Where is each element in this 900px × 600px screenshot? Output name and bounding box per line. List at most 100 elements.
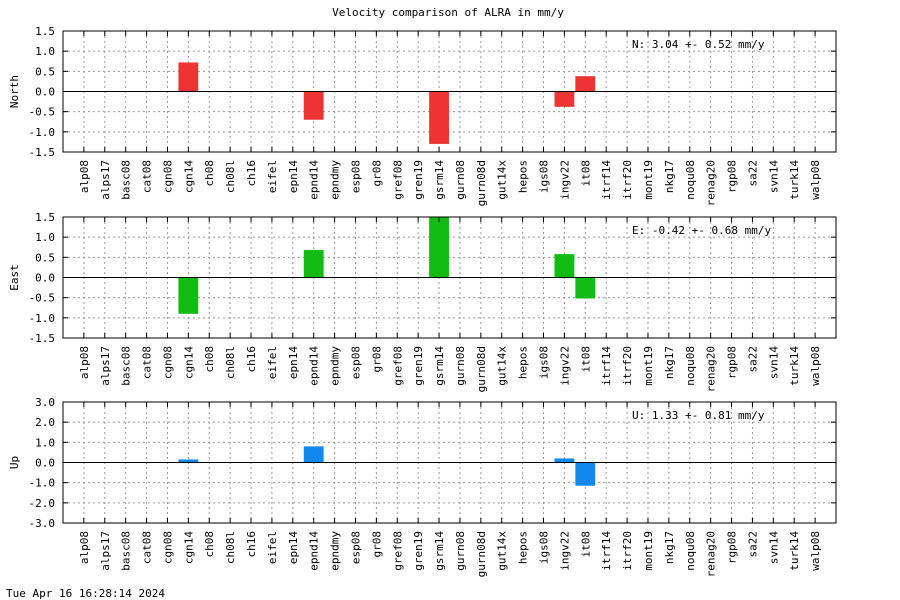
x-tick-label: gurn08: [454, 531, 467, 571]
x-tick-label: cat08: [141, 531, 154, 564]
y-tick-label: -2.0: [29, 497, 56, 510]
x-tick-label: svn14: [767, 531, 780, 564]
stats-annotation: N: 3.04 +- 0.52 mm/y: [632, 38, 765, 51]
x-tick-label: epndmy: [329, 346, 342, 386]
y-tick-label: 1.5: [35, 211, 55, 224]
y-tick-label: 3.0: [35, 396, 55, 409]
x-tick-label: sa22: [746, 346, 759, 373]
x-tick-label: ch08l: [224, 346, 237, 379]
x-tick-label: gurn08: [454, 346, 467, 386]
x-tick-label: alps17: [99, 346, 112, 386]
x-tick-label: alp08: [78, 531, 91, 564]
x-tick-label: nkg17: [663, 160, 676, 193]
x-tick-label: gren19: [412, 160, 425, 200]
x-tick-label: cgn08: [161, 346, 174, 379]
y-tick-label: -1.0: [29, 312, 56, 325]
x-tick-label: gsrm14: [433, 531, 446, 571]
x-tick-label: ch08: [203, 531, 216, 558]
x-tick-label: svn14: [767, 160, 780, 193]
x-tick-label: alp08: [78, 160, 91, 193]
x-tick-label: cat08: [141, 160, 154, 193]
x-tick-label: gren19: [412, 346, 425, 386]
x-tick-label: gref08: [391, 346, 404, 386]
x-tick-label: epn14: [287, 531, 300, 564]
stats-annotation: E: -0.42 +- 0.68 mm/y: [632, 224, 771, 237]
x-tick-label: renag20: [705, 160, 718, 206]
x-tick-label: sa22: [746, 160, 759, 187]
x-tick-label: cgn14: [182, 346, 195, 379]
x-tick-label: gut14x: [496, 160, 509, 200]
x-tick-label: mont19: [642, 160, 655, 200]
x-tick-label: epnd14: [308, 160, 321, 200]
x-tick-label: it08: [579, 531, 592, 558]
x-tick-label: basc08: [120, 160, 133, 200]
x-tick-label: noqu08: [684, 160, 697, 200]
x-tick-label: eifel: [266, 346, 279, 379]
x-tick-label: walp08: [809, 531, 822, 571]
chart-title: Velocity comparison of ALRA in mm/y: [332, 6, 564, 19]
y-tick-label: 0.5: [35, 65, 55, 78]
x-tick-label: itrf14: [600, 160, 613, 200]
x-tick-label: cat08: [141, 346, 154, 379]
x-tick-label: esp08: [349, 160, 362, 193]
y-tick-label: -0.5: [29, 106, 56, 119]
timestamp: Tue Apr 16 16:28:14 2024: [6, 587, 165, 600]
y-axis-label: Up: [8, 456, 21, 469]
x-tick-label: sa22: [746, 531, 759, 558]
x-tick-label: esp08: [349, 531, 362, 564]
x-tick-label: alps17: [99, 531, 112, 571]
x-tick-label: mont19: [642, 346, 655, 386]
x-tick-label: ingv22: [558, 531, 571, 571]
x-tick-label: gut14x: [496, 531, 509, 571]
x-tick-label: gr08: [370, 160, 383, 187]
x-tick-label: epnd14: [308, 346, 321, 386]
x-tick-label: svn14: [767, 346, 780, 379]
x-tick-label: nkg17: [663, 346, 676, 379]
x-tick-label: gren19: [412, 531, 425, 571]
x-tick-label: gr08: [370, 346, 383, 373]
bar-cgn14: [178, 62, 199, 92]
y-tick-label: -1.0: [29, 477, 56, 490]
x-tick-label: hepos: [517, 346, 530, 379]
x-tick-label: itrf20: [621, 531, 634, 571]
bar-cgn14: [178, 459, 199, 463]
y-tick-label: -1.0: [29, 126, 56, 139]
x-tick-label: epndmy: [329, 531, 342, 571]
x-tick-label: gref08: [391, 531, 404, 571]
y-tick-label: 1.0: [35, 45, 55, 58]
x-tick-label: gsrm14: [433, 160, 446, 200]
y-tick-label: -1.5: [29, 332, 56, 345]
x-tick-label: gurn08d: [475, 346, 488, 392]
x-tick-label: it08: [579, 346, 592, 373]
x-tick-label: ch08: [203, 160, 216, 187]
x-tick-label: itrf14: [600, 346, 613, 386]
x-tick-label: ch08l: [224, 160, 237, 193]
bar-cgn14: [178, 277, 199, 314]
y-tick-label: 0.0: [35, 272, 55, 285]
x-tick-label: walp08: [809, 346, 822, 386]
x-tick-label: mont19: [642, 531, 655, 571]
bar-ingv22: [554, 254, 575, 278]
x-tick-label: it08: [579, 160, 592, 187]
x-tick-label: gut14x: [496, 346, 509, 386]
x-tick-label: igs08: [538, 346, 551, 379]
x-tick-label: cgn14: [182, 531, 195, 564]
y-tick-label: -0.5: [29, 292, 56, 305]
y-tick-label: 1.5: [35, 25, 55, 38]
y-tick-label: 2.0: [35, 416, 55, 429]
panel-east: -1.5 -1.0 -0.5 0.0 0.5 1.0 1.5 alp08 alps17 basc0…: [8, 211, 837, 392]
x-tick-label: turk14: [788, 160, 801, 200]
x-tick-label: ch16: [245, 531, 258, 558]
y-axis-label: North: [8, 75, 21, 108]
x-tick-label: ch16: [245, 160, 258, 187]
x-tick-label: noqu08: [684, 346, 697, 386]
y-tick-label: 0.0: [35, 86, 55, 99]
x-tick-label: gurn08d: [475, 160, 488, 206]
x-tick-label: noqu08: [684, 531, 697, 571]
y-axis-label: East: [8, 264, 21, 291]
x-tick-label: itrf20: [621, 346, 634, 386]
x-tick-label: cgn08: [161, 531, 174, 564]
x-tick-label: itrf14: [600, 531, 613, 571]
x-tick-label: ch08: [203, 346, 216, 373]
